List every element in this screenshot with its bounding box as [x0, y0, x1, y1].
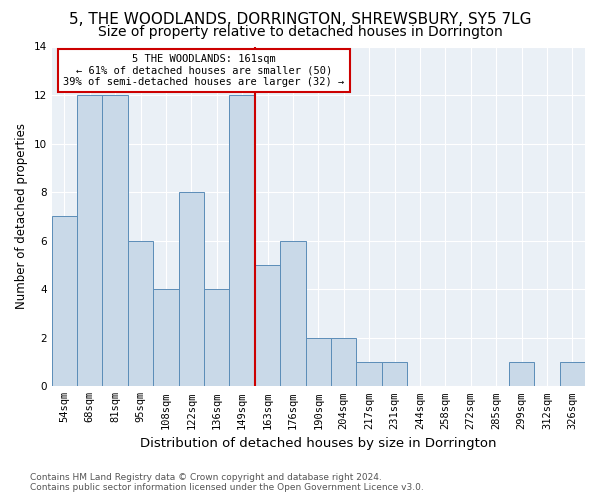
Bar	[560, 362, 585, 386]
Bar	[52, 216, 77, 386]
Bar	[382, 362, 407, 386]
Bar	[305, 338, 331, 386]
Y-axis label: Number of detached properties: Number of detached properties	[15, 124, 28, 310]
Text: Size of property relative to detached houses in Dorrington: Size of property relative to detached ho…	[98, 25, 502, 39]
Bar	[255, 265, 280, 386]
Bar	[280, 240, 305, 386]
Text: Contains HM Land Registry data © Crown copyright and database right 2024.
Contai: Contains HM Land Registry data © Crown c…	[30, 473, 424, 492]
Text: 5 THE WOODLANDS: 161sqm
← 61% of detached houses are smaller (50)
39% of semi-de: 5 THE WOODLANDS: 161sqm ← 61% of detache…	[64, 54, 344, 87]
Bar	[103, 95, 128, 386]
Bar	[331, 338, 356, 386]
Text: 5, THE WOODLANDS, DORRINGTON, SHREWSBURY, SY5 7LG: 5, THE WOODLANDS, DORRINGTON, SHREWSBURY…	[69, 12, 531, 28]
Bar	[356, 362, 382, 386]
Bar	[229, 95, 255, 386]
Bar	[77, 95, 103, 386]
Bar	[128, 240, 153, 386]
Bar	[153, 289, 179, 386]
Bar	[179, 192, 204, 386]
Bar	[509, 362, 534, 386]
X-axis label: Distribution of detached houses by size in Dorrington: Distribution of detached houses by size …	[140, 437, 497, 450]
Bar	[204, 289, 229, 386]
